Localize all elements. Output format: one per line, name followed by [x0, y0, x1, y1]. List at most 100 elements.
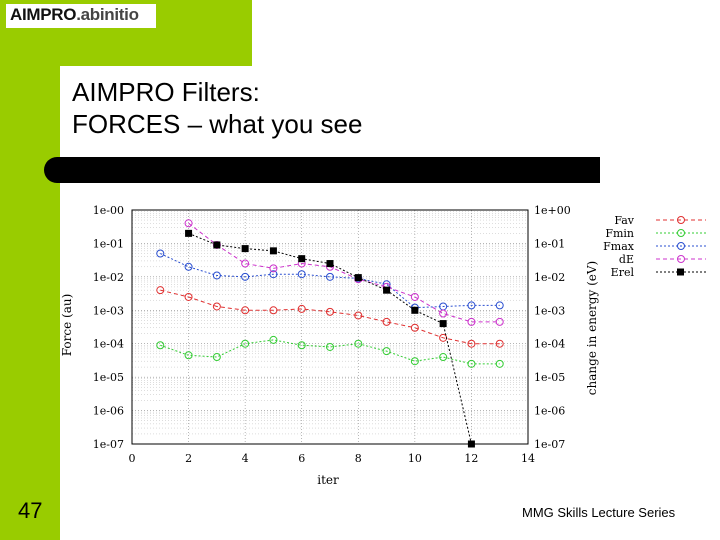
data-point: [382, 347, 391, 356]
y2-tick-label: 1e+00: [534, 204, 571, 217]
x-tick-label: 0: [129, 452, 136, 465]
data-point: [326, 260, 334, 268]
data-point: [495, 339, 504, 348]
data-point: [184, 351, 193, 360]
y-tick-label: 1e-02: [93, 271, 124, 284]
data-point: [410, 357, 419, 366]
data-point: [213, 241, 221, 249]
data-point: [241, 272, 250, 281]
data-point: [185, 229, 193, 237]
data-point: [241, 339, 250, 348]
y-tick-label: 1e-06: [93, 405, 124, 418]
data-point: [326, 307, 334, 316]
legend-marker: [677, 255, 685, 263]
x-tick-label: 2: [185, 452, 192, 465]
legend-marker: [677, 229, 685, 237]
data-point: [354, 311, 363, 320]
data-point: [326, 272, 334, 281]
x-tick-label: 10: [408, 452, 422, 465]
y-tick-label: 1e-04: [93, 338, 124, 351]
data-point: [382, 317, 391, 326]
x-axis-label: iter: [317, 473, 339, 487]
data-point: [410, 292, 419, 301]
y2-tick-label: 1e-05: [534, 371, 565, 384]
data-point: [383, 286, 391, 294]
data-point: [439, 353, 448, 362]
page-number: 47: [18, 498, 43, 523]
data-point: [467, 359, 476, 368]
slide-title: AIMPRO Filters: FORCES – what you see: [72, 76, 362, 140]
data-point: [241, 306, 250, 315]
logo-suffix: .abinitio: [76, 5, 139, 24]
y-tick-label: 1e-03: [93, 304, 124, 317]
y2-tick-label: 1e-01: [534, 237, 565, 250]
data-point: [212, 271, 221, 280]
legend-label: Fmax: [603, 240, 635, 253]
data-point: [439, 309, 448, 318]
data-point: [410, 323, 419, 332]
data-point: [156, 341, 165, 350]
data-point: [269, 270, 278, 279]
data-point: [297, 341, 306, 350]
legend-label: Fav: [614, 214, 634, 227]
x-tick-label: 6: [298, 452, 305, 465]
data-point: [269, 264, 278, 273]
y-tick-label: 1e-05: [93, 371, 124, 384]
logo: [6, 4, 156, 28]
data-point: [212, 353, 221, 362]
data-point: [467, 317, 476, 326]
data-point: [411, 306, 419, 314]
logo-text: AIMPRO.abinitio: [10, 5, 139, 25]
legend-label: Fmin: [605, 227, 634, 240]
x-tick-label: 12: [464, 452, 478, 465]
data-point: [439, 320, 447, 328]
title-underline-bar: [44, 157, 600, 183]
y2-tick-label: 1e-02: [534, 271, 565, 284]
legend-marker: [677, 242, 685, 250]
x-tick-label: 4: [242, 452, 249, 465]
data-point: [184, 219, 193, 228]
logo-main: AIMPRO: [10, 5, 77, 24]
data-point: [354, 339, 363, 348]
data-point: [269, 306, 278, 315]
footer-text: MMG Skills Lecture Series: [522, 505, 676, 520]
data-point: [326, 342, 334, 351]
legend-label: dE: [619, 253, 634, 266]
data-point: [241, 245, 249, 253]
series-line: [160, 253, 500, 309]
y2-axis-label: change in energy (eV): [585, 261, 599, 395]
data-point: [495, 317, 504, 326]
data-point: [269, 247, 277, 255]
data-point: [241, 259, 250, 268]
data-point: [467, 440, 475, 448]
data-point: [495, 301, 504, 310]
y-tick-label: 1e-07: [93, 438, 124, 451]
data-point: [269, 335, 278, 344]
y-tick-label: 1e-01: [93, 237, 124, 250]
legend-marker: [677, 268, 684, 276]
legend-label: Erel: [611, 266, 635, 279]
y2-tick-label: 1e-07: [534, 438, 565, 451]
y2-tick-label: 1e-03: [534, 304, 565, 317]
data-point: [495, 359, 504, 368]
data-point: [184, 292, 193, 301]
y-axis-label: Force (au): [60, 294, 74, 357]
data-point: [354, 274, 362, 282]
legend-marker: [677, 216, 685, 224]
data-point: [297, 270, 306, 279]
data-point: [297, 304, 306, 313]
series-line: [188, 222, 500, 323]
title-line-2: FORCES – what you see: [72, 109, 363, 139]
y2-tick-label: 1e-04: [534, 338, 565, 351]
x-tick-label: 8: [355, 452, 362, 465]
series-line: [160, 289, 500, 345]
data-point: [467, 301, 476, 310]
side-band: [0, 0, 60, 540]
y-tick-label: 1e-00: [93, 204, 124, 217]
title-line-1: AIMPRO Filters:: [72, 77, 260, 107]
data-point: [184, 262, 193, 271]
data-point: [156, 286, 165, 295]
plot-frame: [131, 209, 529, 445]
data-point: [298, 255, 306, 263]
